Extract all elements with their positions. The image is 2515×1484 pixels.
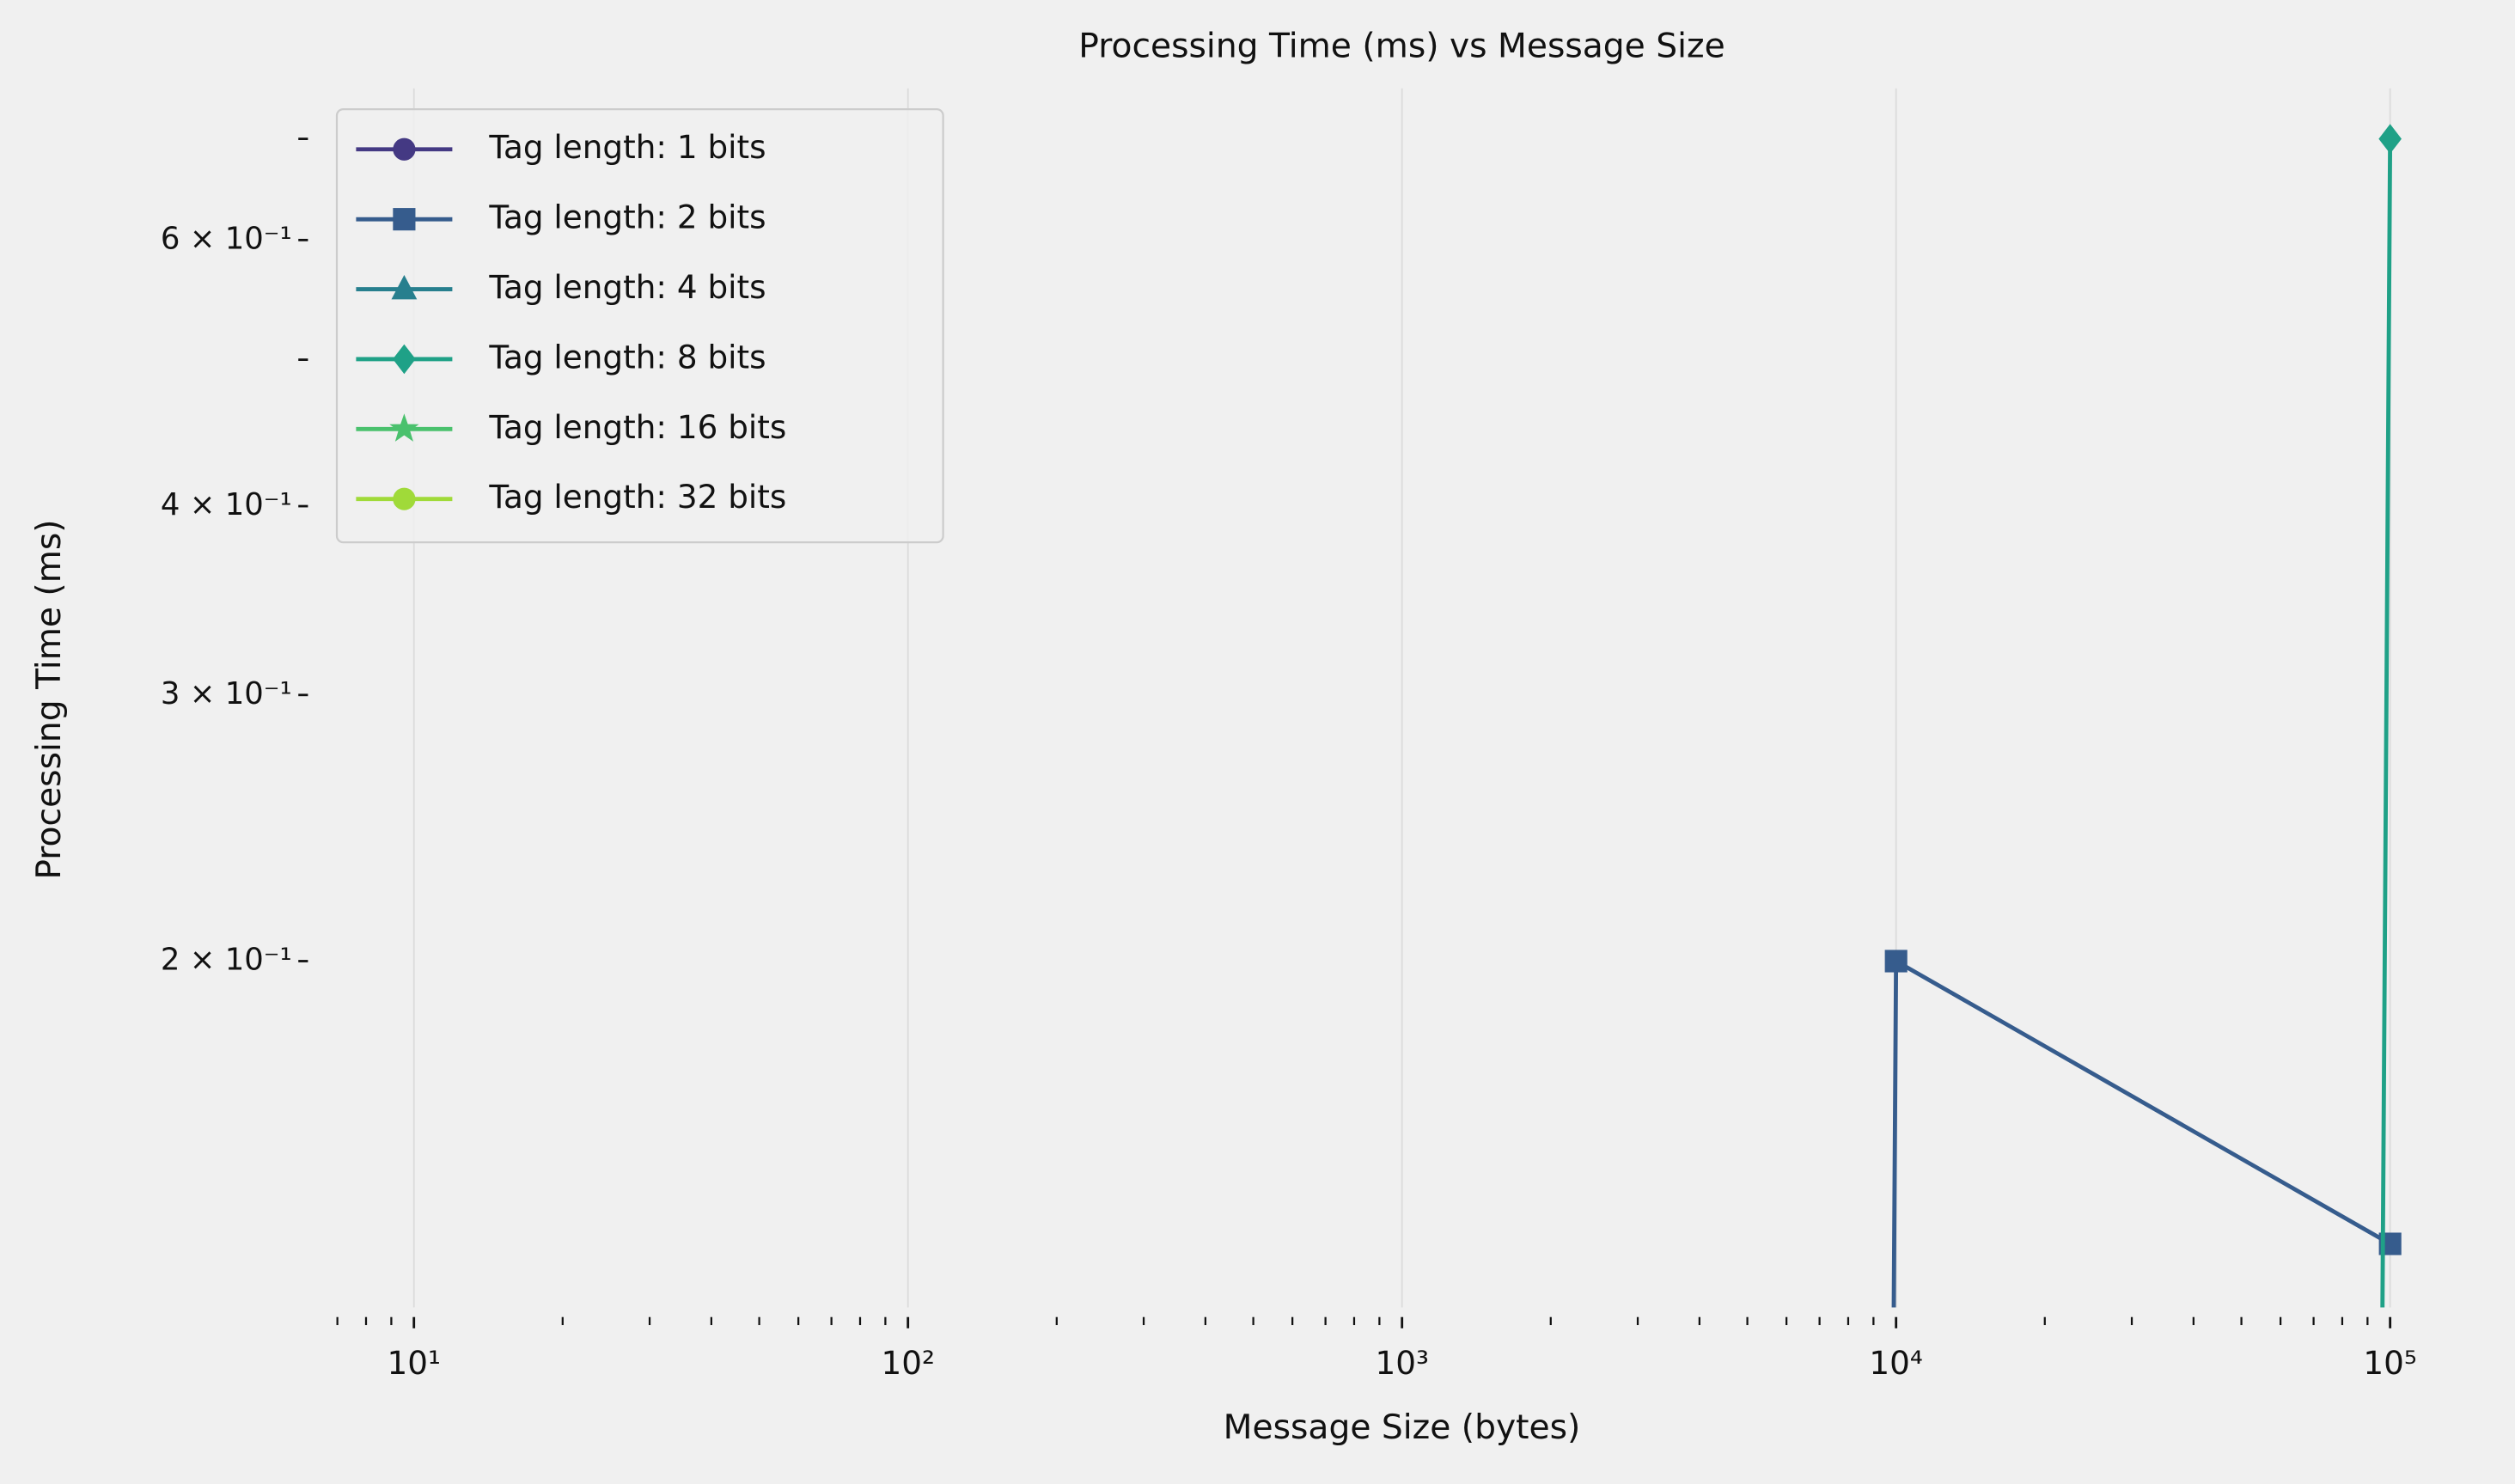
x-tick-label: 10² bbox=[881, 1344, 934, 1382]
marker bbox=[391, 274, 418, 300]
x-tick-label: 10⁴ bbox=[1869, 1344, 1922, 1382]
legend-label: Tag length: 4 bits bbox=[488, 268, 766, 306]
marker bbox=[389, 413, 419, 442]
marker bbox=[393, 137, 416, 161]
y-tick-label: 2 × 10⁻¹ bbox=[161, 942, 292, 977]
y-tick-label: 4 × 10⁻¹ bbox=[161, 487, 292, 522]
legend-box bbox=[335, 107, 944, 544]
x-axis-label: Message Size (bytes) bbox=[1224, 1408, 1581, 1447]
series-line bbox=[1891, 957, 2391, 1308]
legend-label: Tag length: 1 bits bbox=[488, 128, 766, 166]
legend-label: Tag length: 16 bits bbox=[488, 408, 786, 446]
plot-area bbox=[1884, 124, 2402, 1308]
x-tick-label: 10³ bbox=[1375, 1344, 1428, 1382]
marker bbox=[393, 208, 416, 231]
axes: 10¹ 10² 10³ 10⁴ 10⁵ 2 × 10⁻¹ 3 × 10⁻¹ 4 × 10⁻¹ 6… bbox=[161, 137, 2417, 1382]
legend-label: Tag length: 2 bits bbox=[488, 198, 766, 236]
legend-label: Tag length: 8 bits bbox=[488, 338, 766, 376]
x-tick-label: 10⁵ bbox=[2363, 1344, 2416, 1382]
marker bbox=[393, 344, 416, 375]
y-tick-label: 3 × 10⁻¹ bbox=[161, 676, 292, 711]
legend-label: Tag length: 32 bits bbox=[488, 478, 786, 516]
y-axis-label: Processing Time (ms) bbox=[30, 519, 69, 879]
marker bbox=[2378, 124, 2402, 154]
x-tick-label: 10¹ bbox=[387, 1344, 440, 1382]
y-tick-label: 6 × 10⁻¹ bbox=[161, 221, 292, 256]
marker bbox=[1884, 950, 1908, 973]
marker bbox=[393, 487, 416, 510]
legend: Tag length: 1 bits Tag length: 2 bits Tag … bbox=[335, 107, 944, 544]
chart-title: Processing Time (ms) vs Message Size bbox=[1078, 27, 1724, 66]
